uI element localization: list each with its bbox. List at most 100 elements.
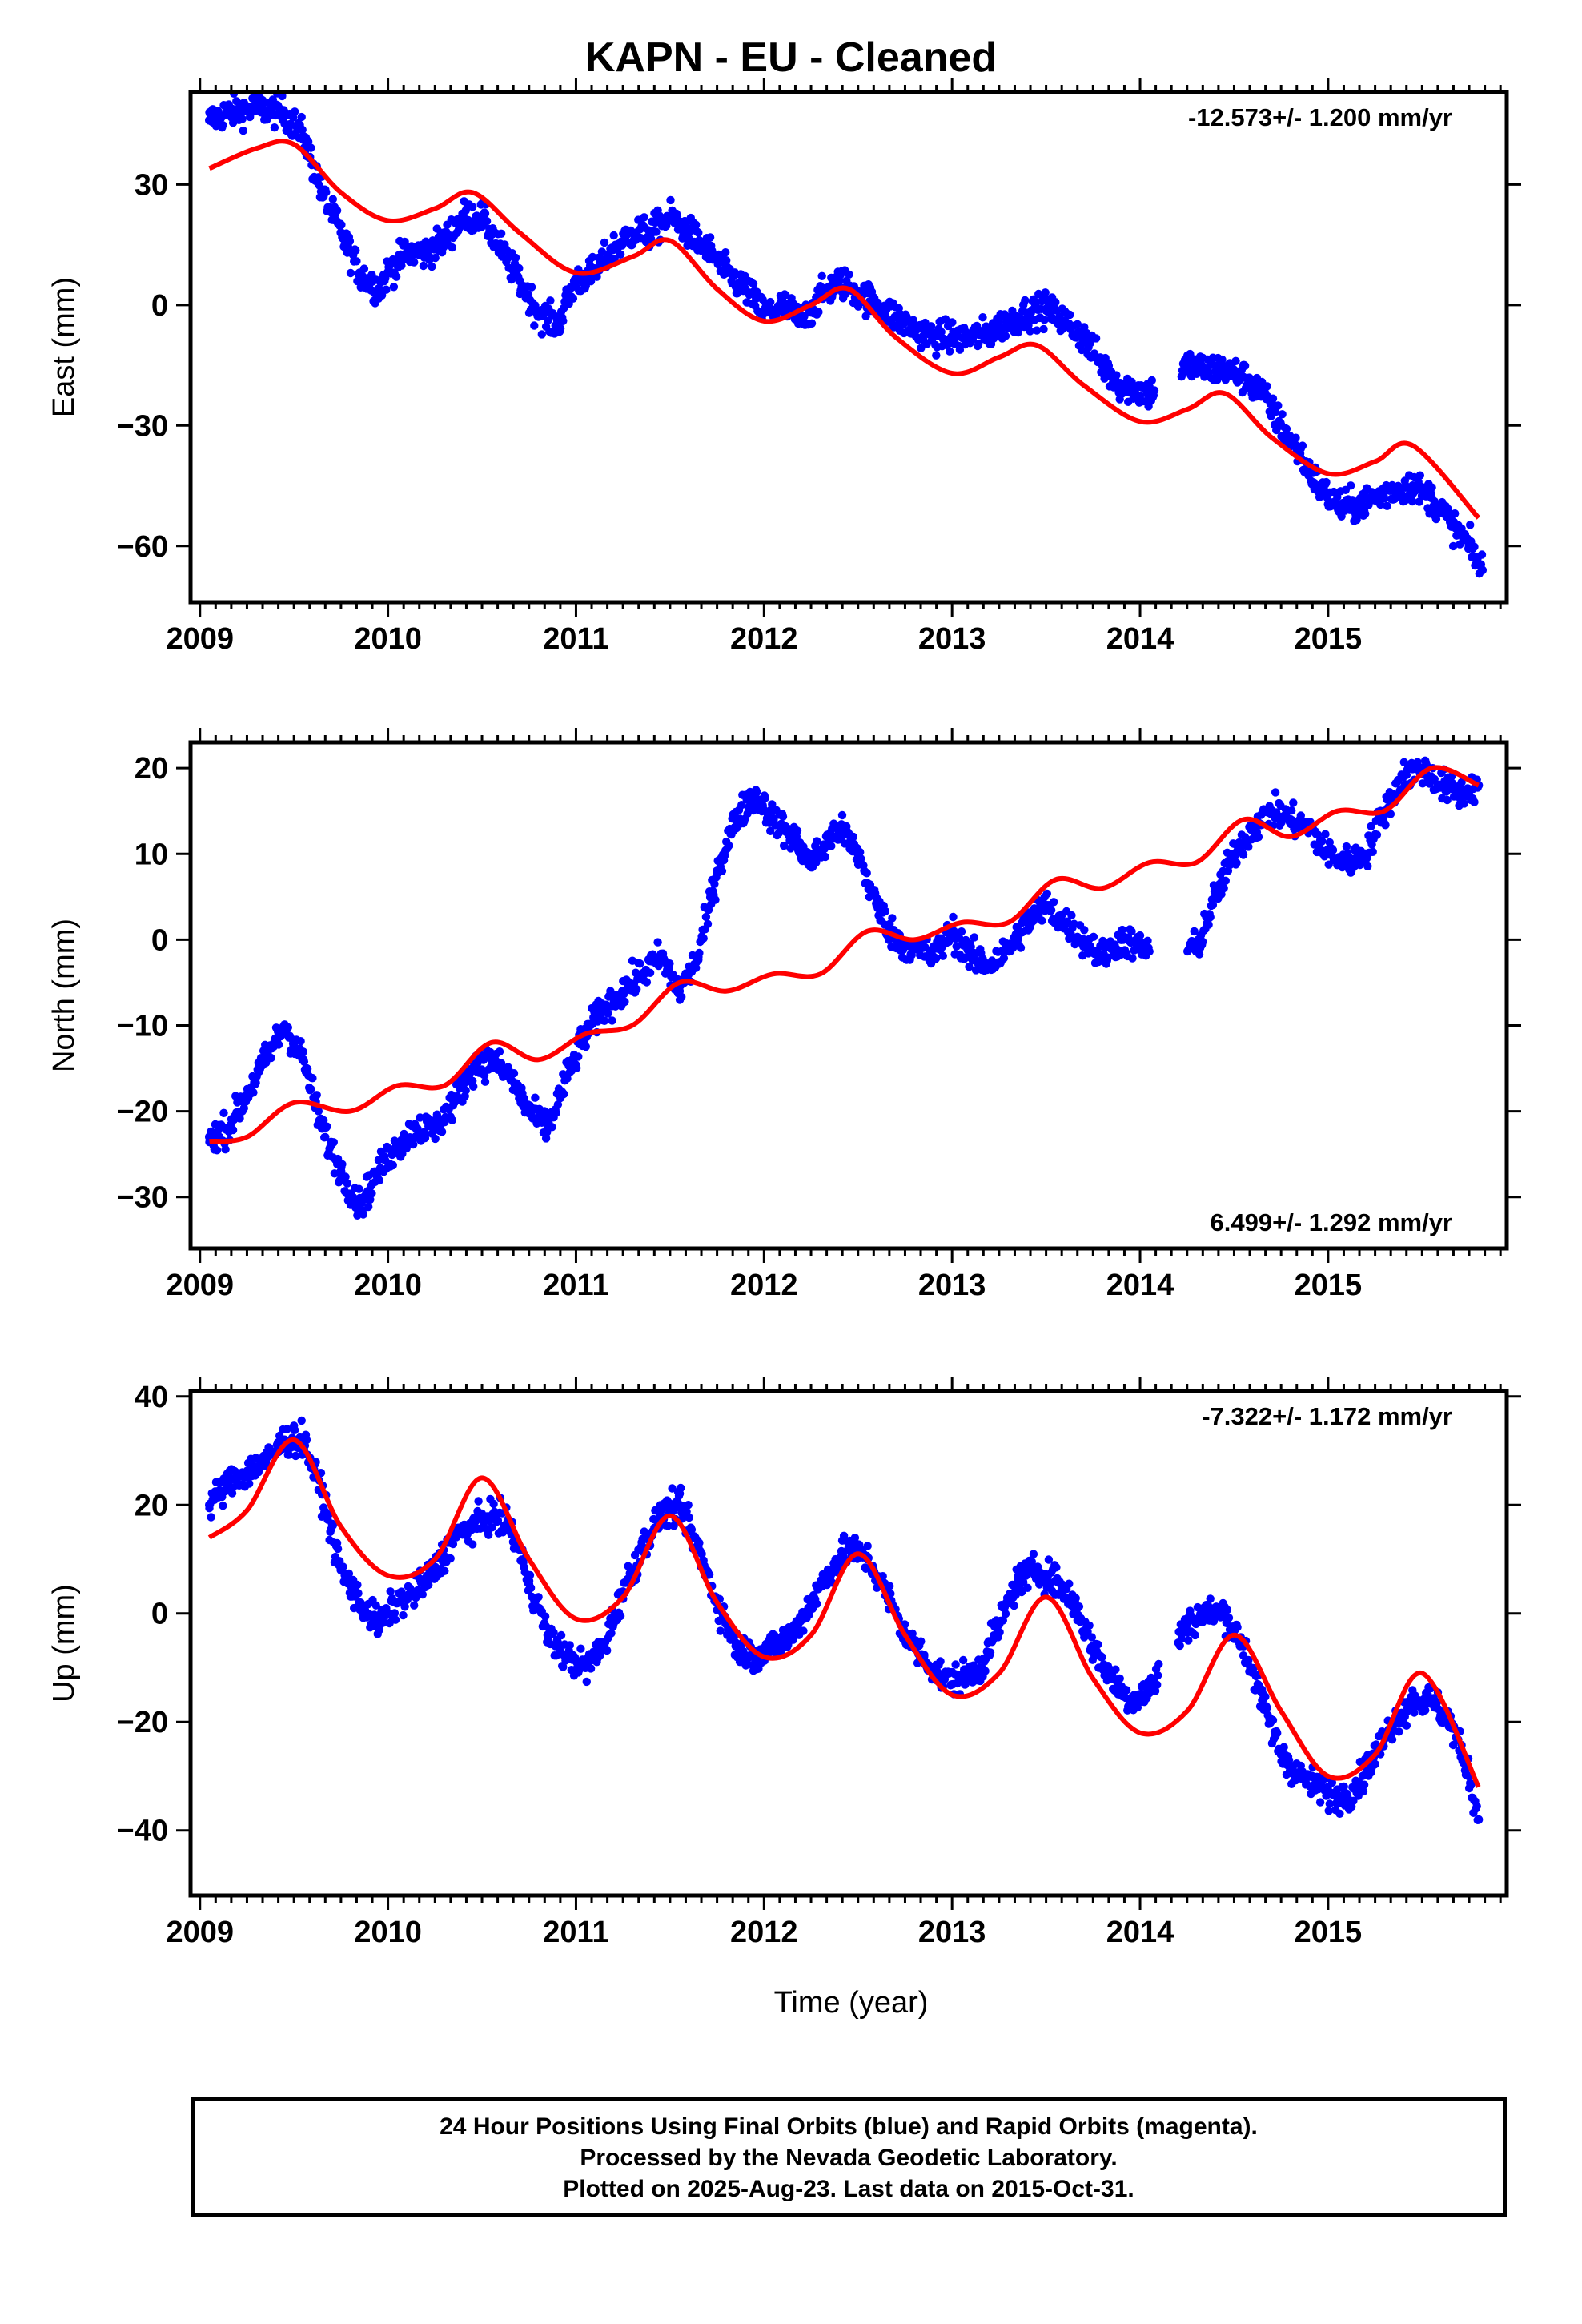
- data-point: [402, 248, 412, 258]
- data-point: [1032, 1566, 1042, 1574]
- data-point: [986, 1648, 995, 1657]
- data-point: [1201, 364, 1211, 374]
- data-point: [1325, 1799, 1335, 1808]
- data-point: [243, 1468, 251, 1478]
- data-point: [308, 1074, 317, 1083]
- data-point: [359, 1210, 367, 1219]
- data-point: [1431, 514, 1441, 524]
- data-point: [400, 1602, 409, 1611]
- data-point: [367, 1189, 376, 1198]
- data-point: [1004, 943, 1014, 953]
- data-point: [468, 203, 477, 211]
- data-point: [329, 1138, 338, 1147]
- data-point: [1359, 1780, 1369, 1789]
- y-axis-label: East (mm): [47, 277, 81, 417]
- data-point: [884, 935, 893, 944]
- data-point: [1230, 365, 1239, 374]
- x-tick-label: 2010: [354, 622, 422, 656]
- data-point: [814, 308, 823, 316]
- data-point: [636, 959, 644, 968]
- x-tick-label: 2009: [166, 1269, 234, 1302]
- data-point: [947, 332, 957, 342]
- data-point: [1315, 1798, 1325, 1807]
- data-point: [703, 244, 713, 254]
- data-point: [703, 919, 713, 929]
- data-point: [344, 1569, 354, 1578]
- data-point: [966, 332, 976, 342]
- data-point: [1273, 1728, 1282, 1738]
- data-point: [299, 131, 308, 141]
- data-point: [1089, 932, 1098, 942]
- data-point: [580, 1663, 590, 1672]
- data-point: [431, 253, 440, 263]
- data-point: [684, 1501, 693, 1510]
- x-tick-label: 2010: [354, 1269, 422, 1302]
- rate-annotation: 6.499+/- 1.292 mm/yr: [1211, 1208, 1452, 1236]
- data-point: [1077, 345, 1086, 355]
- data-point: [207, 1513, 215, 1522]
- data-point: [665, 212, 675, 221]
- data-point: [694, 228, 703, 237]
- data-point: [710, 879, 719, 888]
- data-point: [430, 1566, 440, 1574]
- data-point: [1001, 332, 1010, 340]
- data-point: [424, 1580, 433, 1590]
- data-point: [1400, 1712, 1410, 1721]
- data-point: [1361, 849, 1371, 858]
- data-point: [1182, 360, 1192, 370]
- data-point: [1232, 858, 1241, 867]
- data-point: [1335, 1809, 1344, 1818]
- data-point: [1322, 477, 1331, 487]
- data-point: [1211, 892, 1220, 902]
- data-point: [219, 121, 227, 130]
- data-point: [284, 1450, 293, 1459]
- data-point: [1380, 494, 1389, 503]
- data-point: [1098, 952, 1107, 962]
- data-point: [985, 328, 994, 338]
- data-point: [1291, 433, 1300, 442]
- data-point: [861, 312, 870, 320]
- data-point: [862, 869, 871, 878]
- data-point: [355, 1598, 364, 1607]
- data-point: [817, 271, 826, 280]
- data-point: [1363, 862, 1372, 871]
- y-tick-label: −30: [117, 409, 168, 443]
- data-point: [731, 814, 741, 824]
- data-point: [1184, 1636, 1193, 1645]
- data-point: [999, 954, 1009, 963]
- data-point: [941, 315, 950, 324]
- data-point: [972, 321, 982, 331]
- data-point: [527, 283, 536, 292]
- data-point: [511, 253, 520, 263]
- data-point: [251, 1454, 260, 1462]
- data-point: [853, 849, 863, 858]
- data-point: [1098, 360, 1107, 370]
- data-point: [1258, 1695, 1267, 1705]
- data-point: [909, 316, 918, 324]
- data-point: [1066, 310, 1074, 320]
- data-point: [1050, 898, 1058, 907]
- data-point: [239, 126, 247, 135]
- data-point: [607, 1629, 616, 1638]
- data-point: [1327, 1778, 1337, 1787]
- data-point: [581, 1042, 590, 1051]
- x-tick-label: 2015: [1295, 1269, 1363, 1302]
- data-point: [1383, 501, 1391, 510]
- data-point: [1098, 1653, 1106, 1662]
- data-point: [446, 1554, 455, 1563]
- data-point: [741, 284, 750, 294]
- data-point: [346, 268, 355, 278]
- data-point: [420, 1133, 430, 1143]
- data-point: [888, 914, 897, 923]
- data-point: [827, 842, 836, 850]
- data-point: [642, 978, 652, 987]
- data-point: [530, 321, 539, 330]
- data-point: [1477, 550, 1487, 559]
- data-point: [1333, 501, 1343, 511]
- data-point: [1436, 781, 1446, 790]
- data-point: [383, 1144, 392, 1153]
- data-point: [978, 313, 987, 322]
- data-point: [600, 1003, 609, 1013]
- data-point: [1249, 1663, 1258, 1673]
- y-tick-label: 30: [135, 168, 168, 202]
